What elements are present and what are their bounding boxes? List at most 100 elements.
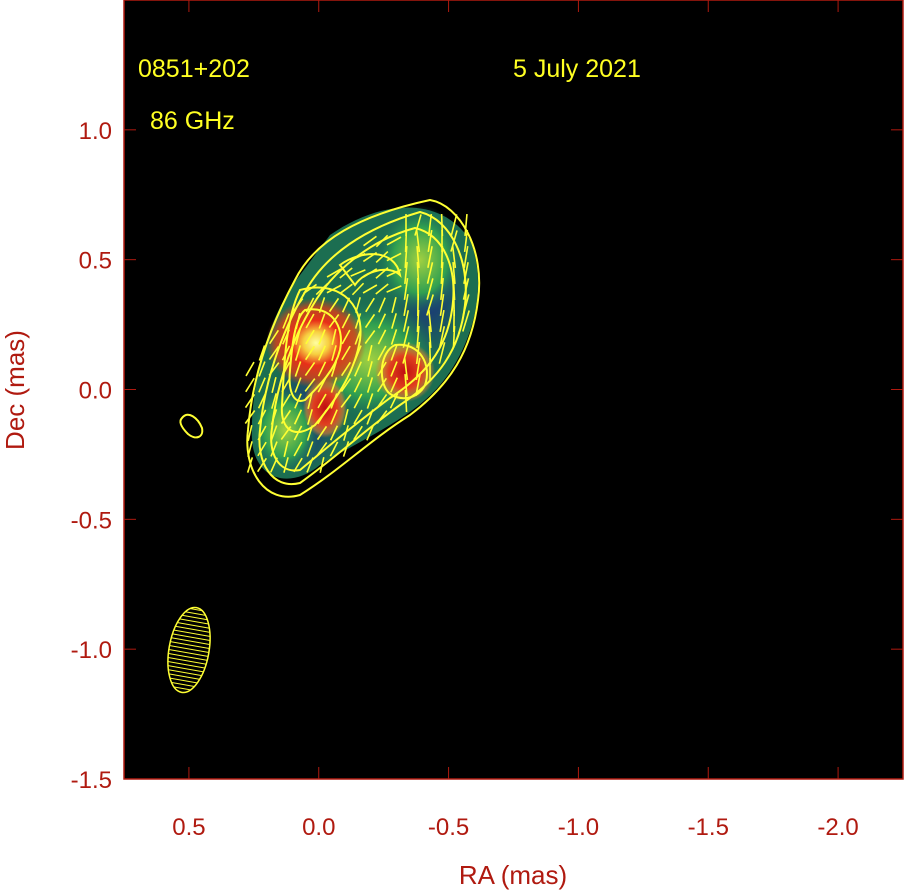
evpa-vector	[377, 361, 387, 377]
y-tick-label: -1.5	[71, 767, 112, 794]
y-tick-labels: 1.0 0.5 0.0 -0.5 -1.0 -1.5	[71, 118, 112, 794]
evpa-vector	[281, 345, 291, 361]
evpa-vector	[354, 361, 362, 377]
evpa-vector	[414, 214, 422, 236]
evpa-vector	[390, 345, 398, 361]
evpa-vector	[329, 425, 339, 441]
evpa-vector	[317, 377, 327, 393]
evpa-vector	[281, 361, 291, 377]
evpa-vector	[258, 345, 266, 361]
evpa-vector	[330, 393, 338, 409]
contour-level-4	[280, 286, 362, 434]
evpa-vector	[415, 358, 421, 380]
evpa-vector	[295, 329, 301, 345]
evpa-vector	[376, 393, 388, 409]
evpa-vector	[257, 409, 267, 425]
evpa-vector	[307, 393, 313, 409]
evpa-vector	[440, 261, 444, 285]
evpa-vector	[415, 229, 421, 253]
evpa-vector	[244, 410, 256, 424]
plot-area	[124, 0, 903, 779]
evpa-vector	[452, 325, 456, 349]
source-name-label: 0851+202	[138, 55, 250, 83]
evpa-vector	[362, 268, 378, 278]
evpa-vector	[281, 377, 291, 393]
evpa-vector	[318, 313, 326, 329]
contour-level-5	[288, 308, 342, 402]
date-label: 5 July 2021	[513, 55, 641, 83]
evpa-vector	[353, 409, 363, 425]
evpa-vector	[391, 313, 397, 329]
evpa-vector	[462, 310, 470, 332]
evpa-vector	[305, 329, 315, 345]
evpa-vector	[404, 245, 408, 269]
evpa-vector	[341, 345, 351, 361]
x-tick-labels: 0.5 0.0 -0.5 -1.0 -1.5 -2.0	[172, 814, 859, 841]
evpa-vector	[245, 361, 255, 377]
evpa-vector	[340, 377, 352, 393]
evpa-vector	[316, 425, 328, 441]
evpa-vector	[440, 245, 444, 269]
evpa-vector	[463, 262, 469, 284]
contour-level-3	[270, 226, 455, 472]
x-axis-title: RA (mas)	[459, 860, 567, 890]
evpa-vector	[404, 229, 408, 253]
evpa-vector	[350, 269, 366, 277]
evpa-vector	[341, 313, 351, 329]
evpa-vector	[428, 309, 432, 333]
evpa-vector	[378, 297, 386, 313]
evpa-vector	[386, 285, 402, 293]
evpa-vector	[366, 409, 374, 425]
evpa-vector	[305, 313, 315, 329]
evpa-vector	[377, 313, 387, 329]
evpa-vector	[328, 297, 340, 313]
evpa-vector	[247, 441, 253, 457]
evpa-vector	[426, 294, 434, 316]
evpa-vector	[315, 282, 329, 296]
evpa-vector	[245, 377, 255, 393]
beam-ellipse	[167, 606, 211, 694]
evpa-vector	[353, 393, 363, 409]
evpa-vector	[355, 297, 361, 313]
evpa-vector	[271, 377, 277, 393]
evpa-vector	[247, 425, 253, 441]
evpa-vector	[438, 342, 446, 364]
evpa-vector	[339, 283, 353, 295]
evpa-vector	[427, 230, 433, 252]
evpa-vector	[330, 377, 338, 393]
evpa-vector	[402, 326, 410, 348]
evpa-vector	[402, 342, 410, 364]
evpa-vector	[270, 425, 278, 441]
evpa-vector	[343, 409, 349, 425]
evpa-vector	[389, 393, 399, 409]
evpa-vector	[362, 284, 378, 294]
evpa-vector	[318, 297, 326, 313]
frequency-label: 86 GHz	[150, 107, 235, 135]
evpa-vector	[426, 278, 434, 300]
evpa-vector	[350, 252, 366, 262]
evpa-vector	[328, 314, 340, 328]
evpa-vector	[341, 329, 351, 345]
evpa-vector	[282, 313, 290, 329]
evpa-vector	[404, 373, 408, 397]
evpa-vector	[283, 457, 289, 473]
evpa-vector	[257, 441, 267, 457]
evpa-vector	[438, 326, 446, 348]
evpa-vector	[451, 245, 457, 269]
evpa-vector	[364, 330, 376, 344]
x-tick-label: -0.5	[428, 814, 469, 841]
evpa-vector	[362, 251, 378, 263]
evpa-vector	[428, 325, 432, 349]
evpa-vector	[330, 361, 338, 377]
y-tick-label: -0.5	[71, 507, 112, 534]
evpa-vector	[463, 229, 469, 253]
evpa-vector	[450, 230, 458, 252]
evpa-vector	[354, 345, 362, 361]
evpa-vector	[330, 409, 338, 425]
evpa-vector	[331, 345, 337, 361]
evpa-vector	[427, 246, 433, 268]
evpa-vector	[440, 277, 444, 301]
evpa-vector	[331, 329, 337, 345]
evpa-vector	[415, 341, 421, 365]
